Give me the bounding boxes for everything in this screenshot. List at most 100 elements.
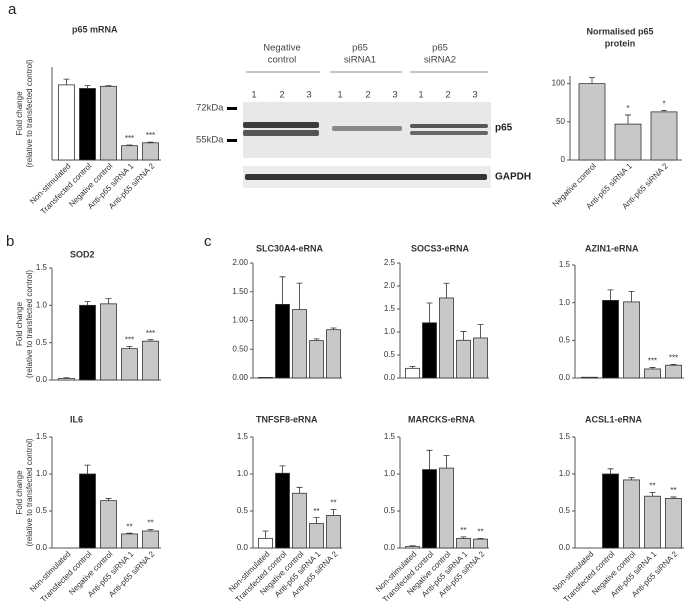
bar: [602, 300, 619, 379]
y-tick-label: 2.0: [384, 281, 396, 290]
lane-number: 2: [365, 90, 370, 101]
bar: [623, 301, 640, 379]
significance: ***: [125, 134, 134, 143]
bar: [422, 322, 437, 379]
error-bar: [628, 290, 635, 302]
lane-number: 2: [445, 90, 450, 101]
error-bar: [589, 77, 595, 84]
y-tick-label: 1.5: [36, 263, 48, 272]
blot-band: [410, 124, 488, 128]
error-bar: [607, 289, 614, 301]
significance: ***: [146, 131, 155, 140]
y-tick-label: 1.5: [384, 432, 396, 441]
lane-number: 1: [418, 90, 423, 101]
band-label: GAPDH: [495, 172, 531, 183]
error-bar: [84, 301, 91, 306]
error-bar: [296, 282, 303, 310]
chart-title: TNFSF8-eRNA: [256, 414, 318, 424]
significance: **: [670, 486, 676, 495]
error-bar: [649, 492, 656, 497]
bar: [578, 83, 606, 161]
chart-title: SOCS3-eRNA: [411, 243, 470, 253]
error-bar: [477, 537, 484, 540]
y-axis-label: (relative to transfected control): [25, 270, 34, 378]
bar: [602, 473, 619, 549]
chart-title: ACSL1-eRNA: [585, 414, 643, 424]
error-bar: [628, 477, 635, 480]
y-axis-label: Fold change: [15, 301, 24, 346]
bar: [142, 340, 159, 381]
bar: [405, 367, 420, 379]
y-tick-label: 0.0: [559, 373, 571, 382]
error-bar: [126, 346, 133, 349]
significance: **: [147, 519, 153, 528]
y-tick-label: 1.0: [36, 469, 48, 478]
y-tick-label: 0.0: [384, 543, 396, 552]
marker-label: 72kDa: [196, 103, 224, 114]
marker-tick: [227, 107, 237, 110]
group-label: control: [268, 55, 297, 66]
bar: [100, 303, 117, 381]
bar: [292, 492, 307, 549]
chart-title: IL6: [70, 414, 83, 424]
bar: [258, 377, 273, 379]
y-tick-label: 1.0: [559, 298, 571, 307]
error-bar: [296, 486, 303, 494]
lane-number: 2: [279, 90, 284, 101]
bar: [405, 546, 420, 549]
y-tick-label: 50: [556, 117, 565, 126]
bar: [58, 378, 75, 381]
y-tick-label: 1.50: [232, 287, 248, 296]
error-bar: [649, 367, 656, 369]
bar: [100, 500, 117, 549]
error-bar: [147, 339, 154, 342]
bar: [275, 472, 290, 549]
error-bar: [607, 468, 614, 474]
error-bar: [63, 78, 70, 85]
y-tick-label: 0.50: [232, 344, 248, 353]
chart-title: SLC30A4-eRNA: [256, 243, 324, 253]
error-bar: [147, 529, 154, 531]
error-bar: [460, 536, 467, 539]
bar: [142, 142, 159, 161]
bar: [326, 329, 341, 379]
significance: ***: [125, 336, 134, 345]
y-tick-label: 1.0: [36, 300, 48, 309]
y-tick-label: 1.5: [559, 260, 571, 269]
bar: [665, 498, 682, 549]
bar: [456, 339, 471, 379]
y-tick-label: 100: [552, 79, 566, 88]
error-bar: [262, 530, 269, 539]
error-bar: [443, 282, 450, 298]
error-bar: [477, 324, 484, 338]
blot-band: [410, 131, 488, 135]
significance: **: [477, 527, 483, 536]
lane-number: 3: [472, 90, 477, 101]
band-label: p65: [495, 123, 513, 134]
y-tick-label: 1.0: [384, 327, 396, 336]
group-label: siRNA1: [344, 55, 376, 66]
y-axis-label: Fold change: [15, 91, 24, 136]
significance: ***: [648, 357, 657, 366]
error-bar: [409, 366, 416, 369]
significance: **: [649, 482, 655, 491]
bar: [644, 368, 661, 379]
bar: [121, 348, 138, 381]
y-tick-label: 0.5: [237, 506, 249, 515]
error-bar: [105, 298, 112, 304]
y-tick-label: 1.5: [36, 432, 48, 441]
error-bar: [670, 496, 677, 499]
error-bar: [63, 377, 70, 379]
error-bar: [126, 532, 133, 534]
bar: [439, 297, 454, 379]
error-bar: [670, 364, 677, 366]
y-tick-label: 0.0: [36, 375, 48, 384]
bar: [142, 530, 159, 549]
bar: [292, 309, 307, 379]
blot-band: [245, 174, 487, 180]
error-bar: [625, 114, 631, 125]
bar: [79, 88, 96, 161]
y-tick-label: 0.5: [559, 335, 571, 344]
y-tick-label: 0: [561, 155, 566, 164]
